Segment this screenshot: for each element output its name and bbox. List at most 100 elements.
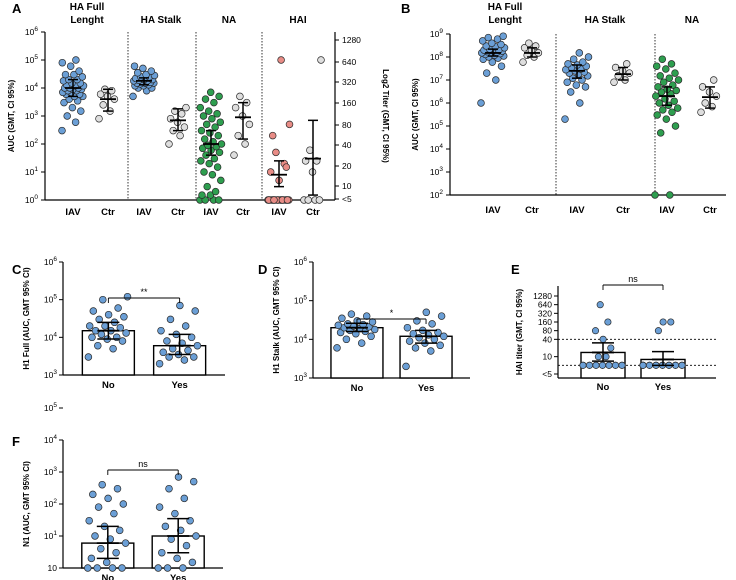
ytick-D-1: 104	[294, 333, 307, 344]
E-1-point	[667, 318, 675, 326]
y2tick-A-4: 80	[342, 120, 352, 130]
D-1-point	[402, 362, 410, 371]
D-0-point	[342, 335, 351, 344]
A-6-point	[268, 131, 277, 140]
xtick-E-1: Yes	[655, 382, 671, 393]
ytick-B-4: 106	[430, 97, 443, 108]
A-4-point	[210, 154, 219, 163]
ytick-E-1: 640	[538, 300, 552, 310]
C-1-point	[157, 326, 165, 335]
ytick-F-5: 105	[44, 402, 57, 413]
ytick-F-2: 102	[44, 498, 57, 509]
A-6-point	[270, 196, 278, 204]
xtick-C-0: No	[102, 380, 115, 391]
ytick-E-0: 1280	[533, 291, 552, 301]
F-0-point	[85, 516, 93, 525]
B-4-point	[654, 83, 662, 91]
C-0-point	[101, 322, 109, 330]
C-0-point	[109, 344, 117, 353]
ytick-C-3: 106	[44, 256, 57, 267]
E-0-point	[607, 344, 615, 352]
A-7-point	[304, 196, 312, 204]
D-1-point	[415, 333, 423, 342]
ytick-C-2: 105	[44, 294, 57, 305]
B-4-point	[668, 108, 676, 116]
F-1-point	[165, 484, 173, 493]
ytick-E-7: <5	[542, 369, 552, 379]
F-1-point	[171, 509, 179, 518]
A-4-point	[198, 191, 206, 199]
ylabel-A: AUC (GMT, CI 95%)	[7, 79, 16, 152]
C-0-point	[116, 323, 125, 332]
significance-E: ns	[628, 274, 638, 284]
xtick-E-0: No	[597, 382, 610, 393]
F-0-point	[93, 564, 101, 572]
A-5-point	[241, 140, 249, 148]
D-1-point	[428, 320, 436, 328]
C-1-point	[159, 348, 167, 357]
C-1-point	[165, 353, 173, 361]
xtick-A-5: Ctr	[236, 207, 250, 218]
D-0-point	[334, 321, 343, 330]
B-0-point	[478, 37, 487, 45]
B-2-point	[569, 55, 578, 63]
D-1-point	[405, 337, 414, 345]
B-4-point	[670, 97, 678, 105]
A-4-point	[206, 88, 215, 97]
y2tick-A-5: 40	[342, 140, 352, 150]
E-1-point	[678, 361, 686, 369]
ytick-E-2: 320	[538, 308, 552, 318]
A-0-point	[60, 98, 68, 107]
y2tick-A-0: 1280	[342, 35, 361, 45]
F-0-point	[94, 503, 103, 511]
E-0-point	[592, 361, 600, 369]
C-1-point	[184, 346, 192, 355]
ylabel-B: AUC (GMT, CI 95%)	[411, 78, 420, 151]
A-4-point	[213, 110, 221, 118]
A-1-point	[95, 114, 103, 123]
E-0-point	[585, 361, 594, 369]
A-6-point	[272, 148, 280, 157]
A-0-point	[63, 112, 71, 120]
B-4-point	[672, 86, 681, 95]
A-6-point	[283, 196, 292, 204]
B-4-point	[658, 55, 667, 63]
y2tick-A-8: <5	[342, 194, 352, 204]
xtick-D-1: Yes	[418, 383, 434, 394]
B-4-point	[673, 104, 682, 112]
A-3-point	[176, 131, 184, 140]
ytick-D-0: 103	[294, 372, 307, 383]
F-0-point	[119, 500, 128, 508]
F-0-point	[112, 548, 120, 557]
C-0-point	[88, 333, 96, 342]
F-1-point	[163, 564, 172, 572]
C-0-point	[85, 322, 94, 330]
B-0-point	[497, 40, 505, 49]
B-3-point	[622, 60, 631, 68]
E-1-point	[645, 361, 654, 369]
ytick-A-6: 106	[25, 26, 38, 37]
xtick-D-0: No	[351, 383, 364, 394]
A-5-point	[236, 92, 244, 101]
C-0-point	[99, 295, 107, 304]
F-1-point	[173, 554, 181, 563]
A-2-point	[129, 92, 137, 101]
xtick-F-1: Yes	[170, 573, 186, 580]
A-0-point	[66, 62, 75, 70]
A-0-point	[70, 70, 78, 79]
A-2-point	[147, 67, 156, 75]
A-1-point	[96, 90, 105, 98]
E-0-point	[594, 353, 602, 361]
A-4-point	[205, 159, 213, 168]
F-0-point	[102, 558, 111, 567]
B-4-point	[674, 76, 683, 84]
xtick-B-4: IAV	[659, 205, 675, 216]
ytick-E-4: 80	[543, 326, 553, 336]
B-4-point	[665, 74, 674, 82]
E-1-point	[639, 361, 647, 369]
A-2-point	[139, 64, 147, 73]
A-7-point	[317, 56, 325, 64]
A-0-point	[78, 73, 87, 81]
B-4-point	[653, 111, 661, 119]
ytick-A-4: 104	[25, 82, 38, 93]
